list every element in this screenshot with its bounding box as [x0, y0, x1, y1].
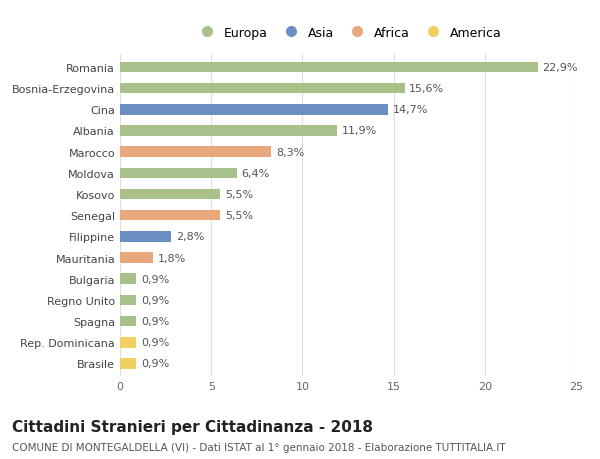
Text: 1,8%: 1,8% — [157, 253, 185, 263]
Bar — [120, 316, 136, 327]
Bar — [120, 337, 136, 348]
Text: 14,7%: 14,7% — [392, 105, 428, 115]
Text: 15,6%: 15,6% — [409, 84, 444, 94]
Text: 5,5%: 5,5% — [225, 190, 253, 200]
Text: 2,8%: 2,8% — [176, 232, 204, 242]
Bar — [120, 126, 337, 136]
Bar — [120, 253, 153, 263]
Bar — [120, 232, 171, 242]
Text: 6,4%: 6,4% — [241, 168, 269, 179]
Text: 8,3%: 8,3% — [276, 147, 304, 157]
Text: 0,9%: 0,9% — [141, 316, 169, 326]
Text: 0,9%: 0,9% — [141, 295, 169, 305]
Legend: Europa, Asia, Africa, America: Europa, Asia, Africa, America — [190, 23, 506, 43]
Bar — [120, 84, 404, 94]
Bar — [120, 105, 388, 115]
Bar — [120, 358, 136, 369]
Text: 0,9%: 0,9% — [141, 274, 169, 284]
Bar — [120, 210, 220, 221]
Bar — [120, 274, 136, 285]
Bar — [120, 189, 220, 200]
Bar — [120, 62, 538, 73]
Text: 5,5%: 5,5% — [225, 211, 253, 221]
Bar — [120, 168, 237, 179]
Bar — [120, 147, 271, 157]
Text: COMUNE DI MONTEGALDELLA (VI) - Dati ISTAT al 1° gennaio 2018 - Elaborazione TUTT: COMUNE DI MONTEGALDELLA (VI) - Dati ISTA… — [12, 442, 506, 452]
Text: 11,9%: 11,9% — [341, 126, 377, 136]
Text: 22,9%: 22,9% — [542, 63, 578, 73]
Text: 0,9%: 0,9% — [141, 337, 169, 347]
Text: Cittadini Stranieri per Cittadinanza - 2018: Cittadini Stranieri per Cittadinanza - 2… — [12, 419, 373, 434]
Text: 0,9%: 0,9% — [141, 358, 169, 369]
Bar — [120, 295, 136, 306]
